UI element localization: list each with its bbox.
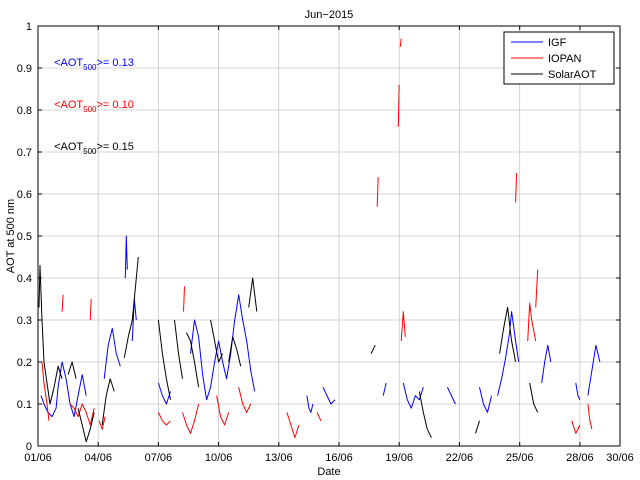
series-line-iopan (61, 294, 64, 312)
series-line-solaraot (418, 391, 432, 438)
series-line-igf (575, 382, 581, 401)
series-line-igf (322, 386, 336, 405)
y-tick-label: 0.5 (17, 231, 32, 243)
series-line-solaraot (228, 336, 242, 367)
y-tick-label: 0.7 (17, 147, 32, 159)
series-line-igf (541, 344, 552, 384)
series-line-solaraot (101, 378, 115, 426)
series-solaraot (38, 256, 539, 443)
x-axis-label: Date (317, 466, 340, 478)
x-tick-label: 19/06 (385, 452, 413, 464)
x-tick-label: 22/06 (446, 452, 474, 464)
series-igf (40, 235, 601, 418)
y-tick-label: 0.9 (17, 63, 32, 75)
chart-title: Jun−2015 (305, 9, 354, 21)
series-line-solaraot (370, 344, 376, 354)
y-tick-label: 0.1 (17, 399, 32, 411)
series-line-iopan (69, 403, 95, 426)
x-tick-label: 25/06 (506, 452, 534, 464)
x-tick-label: 07/06 (145, 452, 173, 464)
series-line-solaraot (77, 408, 95, 443)
series-line-solaraot (475, 420, 480, 434)
annotations: <AOT500>= 0.13 <AOT500>= 0.10 <AOT500>= 0.… (54, 57, 134, 156)
series-line-igf (124, 235, 128, 279)
series-line-igf (587, 344, 601, 396)
series-line-igf (103, 327, 121, 379)
series-line-igf (497, 311, 520, 396)
series-line-iopan (182, 403, 200, 434)
y-tick-label: 0.6 (17, 189, 32, 201)
series-line-iopan (316, 412, 322, 422)
series-line-solaraot (186, 332, 200, 388)
x-tick-label: 10/06 (205, 452, 233, 464)
legend: IGF IOPAN SolarAOT (503, 31, 615, 85)
y-tick-label: 0.2 (17, 357, 32, 369)
series-line-iopan (286, 412, 300, 439)
y-tick-label: 0.3 (17, 315, 32, 327)
series-line-igf (382, 382, 387, 396)
mean-aot-annotation: <AOT500>= 0.10 (54, 99, 134, 114)
series-line-solaraot (210, 319, 224, 363)
series-line-igf (479, 387, 493, 413)
x-tick-label: 28/06 (566, 452, 594, 464)
series-line-igf (446, 386, 456, 405)
series-line-solaraot (67, 361, 77, 379)
series-line-iopan (183, 286, 185, 312)
x-tick-label: 30/06 (606, 452, 634, 464)
series-line-iopan (571, 420, 581, 434)
axis-ticks: 01/06 04/06 07/06 10/06 13/06 16/06 19/06 22/06… (17, 21, 634, 464)
series-line-solaraot (529, 382, 539, 413)
mean-aot-annotation: <AOT500>= 0.13 (54, 57, 134, 72)
series-line-iopan (535, 269, 539, 308)
series-line-iopan (89, 298, 92, 321)
series-line-solaraot (157, 319, 171, 400)
x-tick-label: 01/06 (24, 452, 52, 464)
series-line-igf (190, 294, 256, 401)
series-line-iopan (98, 416, 106, 430)
series-line-iopan (397, 84, 400, 127)
x-tick-label: 16/06 (325, 452, 353, 464)
x-tick-label: 13/06 (265, 452, 293, 464)
series-line-iopan (376, 177, 379, 207)
series-line-solaraot (38, 264, 63, 405)
series-layer (38, 38, 601, 443)
legend-label-iopan: IOPAN (548, 53, 581, 65)
series-line-iopan (216, 395, 230, 426)
y-tick-label: 0.8 (17, 105, 32, 117)
series-line-solaraot (174, 319, 183, 379)
y-tick-label: 0.4 (17, 273, 32, 285)
series-line-solaraot (123, 256, 139, 358)
legend-label-igf: IGF (548, 37, 567, 49)
y-tick-label: 1 (26, 21, 32, 33)
legend-label-solaraot: SolarAOT (548, 69, 597, 81)
series-line-iopan (587, 403, 593, 430)
series-line-iopan (41, 361, 50, 421)
series-line-igf (402, 382, 424, 409)
series-line-iopan (157, 412, 171, 426)
mean-aot-annotation: <AOT500>= 0.15 (54, 141, 134, 156)
series-line-iopan (399, 38, 402, 48)
series-line-iopan (515, 172, 518, 203)
series-line-iopan (527, 302, 537, 342)
y-axis-label: AOT at 500 nm (5, 199, 17, 273)
y-tick-label: 0 (26, 441, 32, 453)
series-line-igf (157, 382, 171, 405)
x-tick-label: 04/06 (84, 452, 112, 464)
series-line-solaraot (248, 277, 258, 312)
series-line-solaraot (499, 306, 517, 363)
series-line-iopan (400, 311, 406, 342)
series-iopan (41, 38, 593, 439)
legend-box (503, 31, 615, 85)
series-line-iopan (238, 387, 252, 413)
series-line-igf (306, 395, 314, 413)
